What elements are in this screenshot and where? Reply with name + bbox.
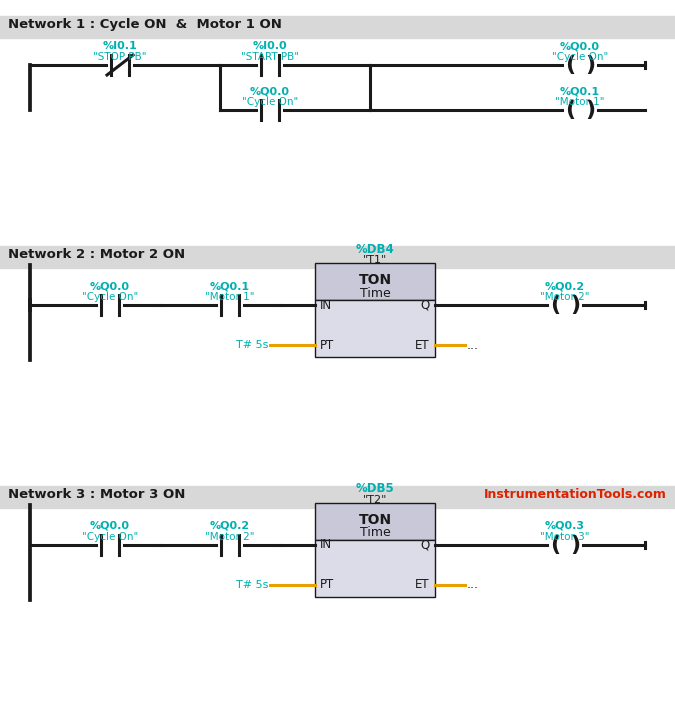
Text: T# 5s: T# 5s	[236, 580, 268, 590]
Text: ): )	[585, 55, 595, 75]
Text: Network 1 : Cycle ON  &  Motor 1 ON: Network 1 : Cycle ON & Motor 1 ON	[8, 17, 282, 30]
Text: InstrumentationTools.com: InstrumentationTools.com	[484, 487, 667, 500]
Text: %DB5: %DB5	[356, 482, 394, 495]
Text: ): )	[570, 295, 580, 315]
Text: %Q0.0: %Q0.0	[560, 41, 600, 51]
Bar	[0, 16, 675, 38]
Text: "T2": "T2"	[362, 495, 387, 505]
Text: %DB4: %DB4	[356, 243, 394, 256]
Text: Q: Q	[421, 299, 430, 312]
Text: PT: PT	[320, 338, 334, 351]
Text: %Q0.1: %Q0.1	[210, 281, 250, 291]
Bar	[0, 486, 675, 508]
Text: IN: IN	[320, 539, 332, 552]
Bar	[0, 246, 675, 268]
Text: "Cycle On": "Cycle On"	[242, 97, 298, 107]
Text: ...: ...	[467, 578, 479, 592]
Text: IN: IN	[320, 299, 332, 312]
Text: %I0.0: %I0.0	[252, 41, 288, 51]
Text: "START PB": "START PB"	[241, 52, 299, 62]
Text: %I0.1: %I0.1	[103, 41, 138, 51]
Text: (: (	[565, 55, 575, 75]
Text: "STOP PB": "STOP PB"	[93, 52, 146, 62]
Text: TON: TON	[358, 273, 391, 287]
Text: ...: ...	[467, 338, 479, 351]
Bar	[315, 263, 435, 300]
Text: %Q0.0: %Q0.0	[90, 281, 130, 291]
Text: "Motor 2": "Motor 2"	[540, 292, 590, 302]
Text: "Cycle On": "Cycle On"	[82, 292, 138, 302]
Text: %Q0.0: %Q0.0	[90, 521, 130, 531]
Text: "T1": "T1"	[363, 255, 387, 265]
Text: (: (	[565, 100, 575, 120]
Text: Network 3 : Motor 3 ON: Network 3 : Motor 3 ON	[8, 487, 186, 500]
Text: Time: Time	[360, 287, 390, 300]
Text: Time: Time	[360, 526, 390, 539]
Bar	[315, 503, 435, 540]
Text: "Motor 1": "Motor 1"	[556, 97, 605, 107]
Text: (: (	[550, 295, 560, 315]
Text: "Motor 1": "Motor 1"	[205, 292, 254, 302]
Text: PT: PT	[320, 578, 334, 592]
Text: "Motor 3": "Motor 3"	[540, 532, 590, 542]
Text: "Motor 2": "Motor 2"	[205, 532, 254, 542]
Text: "Cycle On": "Cycle On"	[82, 532, 138, 542]
Text: (: (	[550, 535, 560, 555]
Text: T# 5s: T# 5s	[236, 340, 268, 350]
Text: Q: Q	[421, 539, 430, 552]
Text: ): )	[570, 535, 580, 555]
Text: "Cycle On": "Cycle On"	[552, 52, 608, 62]
Text: %Q0.2: %Q0.2	[210, 521, 250, 531]
Text: ET: ET	[415, 338, 430, 351]
Text: Network 2 : Motor 2 ON: Network 2 : Motor 2 ON	[8, 248, 185, 261]
Text: ET: ET	[415, 578, 430, 592]
Text: %Q0.3: %Q0.3	[545, 521, 585, 531]
Text: %Q0.1: %Q0.1	[560, 86, 600, 96]
Text: TON: TON	[358, 513, 391, 527]
Text: ): )	[585, 100, 595, 120]
Text: %Q0.2: %Q0.2	[545, 281, 585, 291]
Bar	[315, 540, 435, 597]
Bar	[315, 300, 435, 357]
Text: %Q0.0: %Q0.0	[250, 86, 290, 96]
